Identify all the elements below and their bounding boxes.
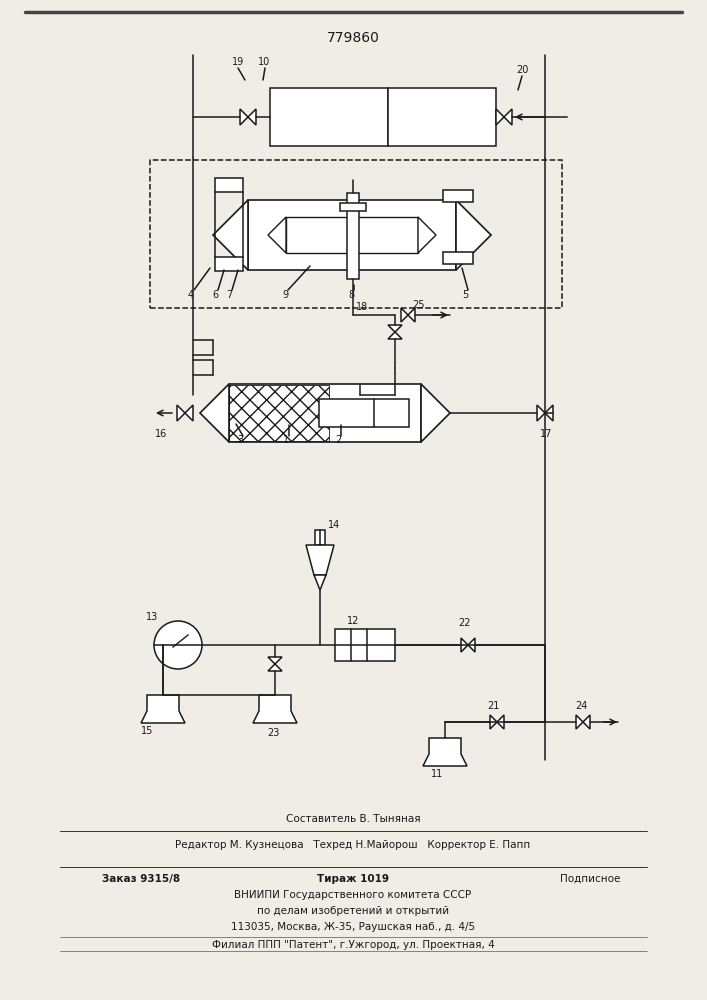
Polygon shape: [306, 545, 334, 575]
Polygon shape: [268, 657, 282, 664]
Bar: [443, 252, 473, 264]
Text: Заказ 9315/8: Заказ 9315/8: [102, 874, 180, 884]
Text: 17: 17: [540, 429, 552, 439]
Bar: [388, 88, 496, 146]
Polygon shape: [248, 109, 256, 125]
Text: 14: 14: [328, 520, 340, 530]
Bar: [229, 385, 329, 441]
Text: 4: 4: [188, 290, 194, 300]
Bar: [315, 530, 325, 545]
Polygon shape: [177, 405, 185, 421]
Polygon shape: [268, 217, 286, 253]
Polygon shape: [421, 384, 450, 442]
Text: 22: 22: [458, 618, 470, 628]
Polygon shape: [583, 715, 590, 729]
Polygon shape: [388, 325, 402, 332]
Text: Подписное: Подписное: [560, 874, 620, 884]
Polygon shape: [504, 109, 512, 125]
Text: 1: 1: [283, 435, 289, 445]
Text: Составитель В. Тыняная: Составитель В. Тыняная: [286, 814, 421, 824]
Polygon shape: [213, 200, 248, 270]
Text: 11: 11: [431, 769, 443, 779]
Text: 5: 5: [462, 290, 468, 300]
Text: 2: 2: [335, 435, 341, 445]
Text: 24: 24: [575, 701, 588, 711]
Text: 10: 10: [258, 57, 270, 67]
Text: Тираж 1019: Тираж 1019: [317, 874, 389, 884]
Text: 23: 23: [267, 728, 279, 738]
Polygon shape: [496, 109, 504, 125]
Polygon shape: [545, 405, 553, 421]
Bar: [443, 190, 473, 202]
Polygon shape: [200, 384, 229, 442]
Polygon shape: [268, 664, 282, 671]
Polygon shape: [141, 695, 185, 723]
Polygon shape: [490, 715, 497, 729]
Bar: [215, 178, 243, 192]
Polygon shape: [576, 715, 583, 729]
Text: 16: 16: [155, 429, 168, 439]
Text: 113035, Москва, Ж-35, Раушская наб., д. 4/5: 113035, Москва, Ж-35, Раушская наб., д. …: [231, 922, 475, 932]
Polygon shape: [456, 200, 491, 270]
Text: 21: 21: [487, 701, 499, 711]
Text: 25: 25: [412, 300, 424, 310]
Bar: [215, 257, 243, 271]
Polygon shape: [418, 217, 436, 253]
Text: по делам изобретений и открытий: по делам изобретений и открытий: [257, 906, 449, 916]
Polygon shape: [253, 695, 297, 723]
Text: 3: 3: [237, 435, 243, 445]
Text: 13: 13: [146, 612, 158, 622]
Text: 779860: 779860: [327, 31, 380, 45]
Polygon shape: [388, 332, 402, 339]
Bar: [248, 200, 456, 270]
Polygon shape: [468, 638, 475, 652]
Polygon shape: [314, 575, 326, 590]
Text: 15: 15: [141, 726, 153, 736]
Text: 12: 12: [347, 616, 359, 626]
Polygon shape: [240, 109, 248, 125]
Bar: [150, 160, 562, 308]
Text: 8: 8: [348, 290, 354, 300]
Text: 9: 9: [282, 290, 288, 300]
Bar: [347, 193, 359, 279]
Polygon shape: [401, 308, 408, 322]
Polygon shape: [185, 405, 193, 421]
Bar: [335, 629, 395, 661]
Polygon shape: [461, 638, 468, 652]
Polygon shape: [423, 738, 467, 766]
Text: 19: 19: [232, 57, 244, 67]
Text: 20: 20: [516, 65, 528, 75]
Bar: [286, 217, 418, 253]
Bar: [229, 384, 421, 442]
Text: 6: 6: [212, 290, 218, 300]
Text: Редактор М. Кузнецова   Техред Н.Майорош   Корректор Е. Папп: Редактор М. Кузнецова Техред Н.Майорош К…: [175, 840, 531, 850]
Polygon shape: [497, 715, 504, 729]
Text: 18: 18: [356, 302, 368, 312]
Text: Филиал ППП "Патент", г.Ужгород, ул. Проектная, 4: Филиал ППП "Патент", г.Ужгород, ул. Прое…: [211, 940, 494, 950]
Circle shape: [154, 621, 202, 669]
Bar: [340, 203, 366, 211]
Bar: [319, 399, 409, 427]
Polygon shape: [537, 405, 545, 421]
Text: 7: 7: [226, 290, 233, 300]
Text: ВНИИПИ Государственного комитета СССР: ВНИИПИ Государственного комитета СССР: [235, 890, 472, 900]
Polygon shape: [408, 308, 415, 322]
Bar: [270, 88, 388, 146]
